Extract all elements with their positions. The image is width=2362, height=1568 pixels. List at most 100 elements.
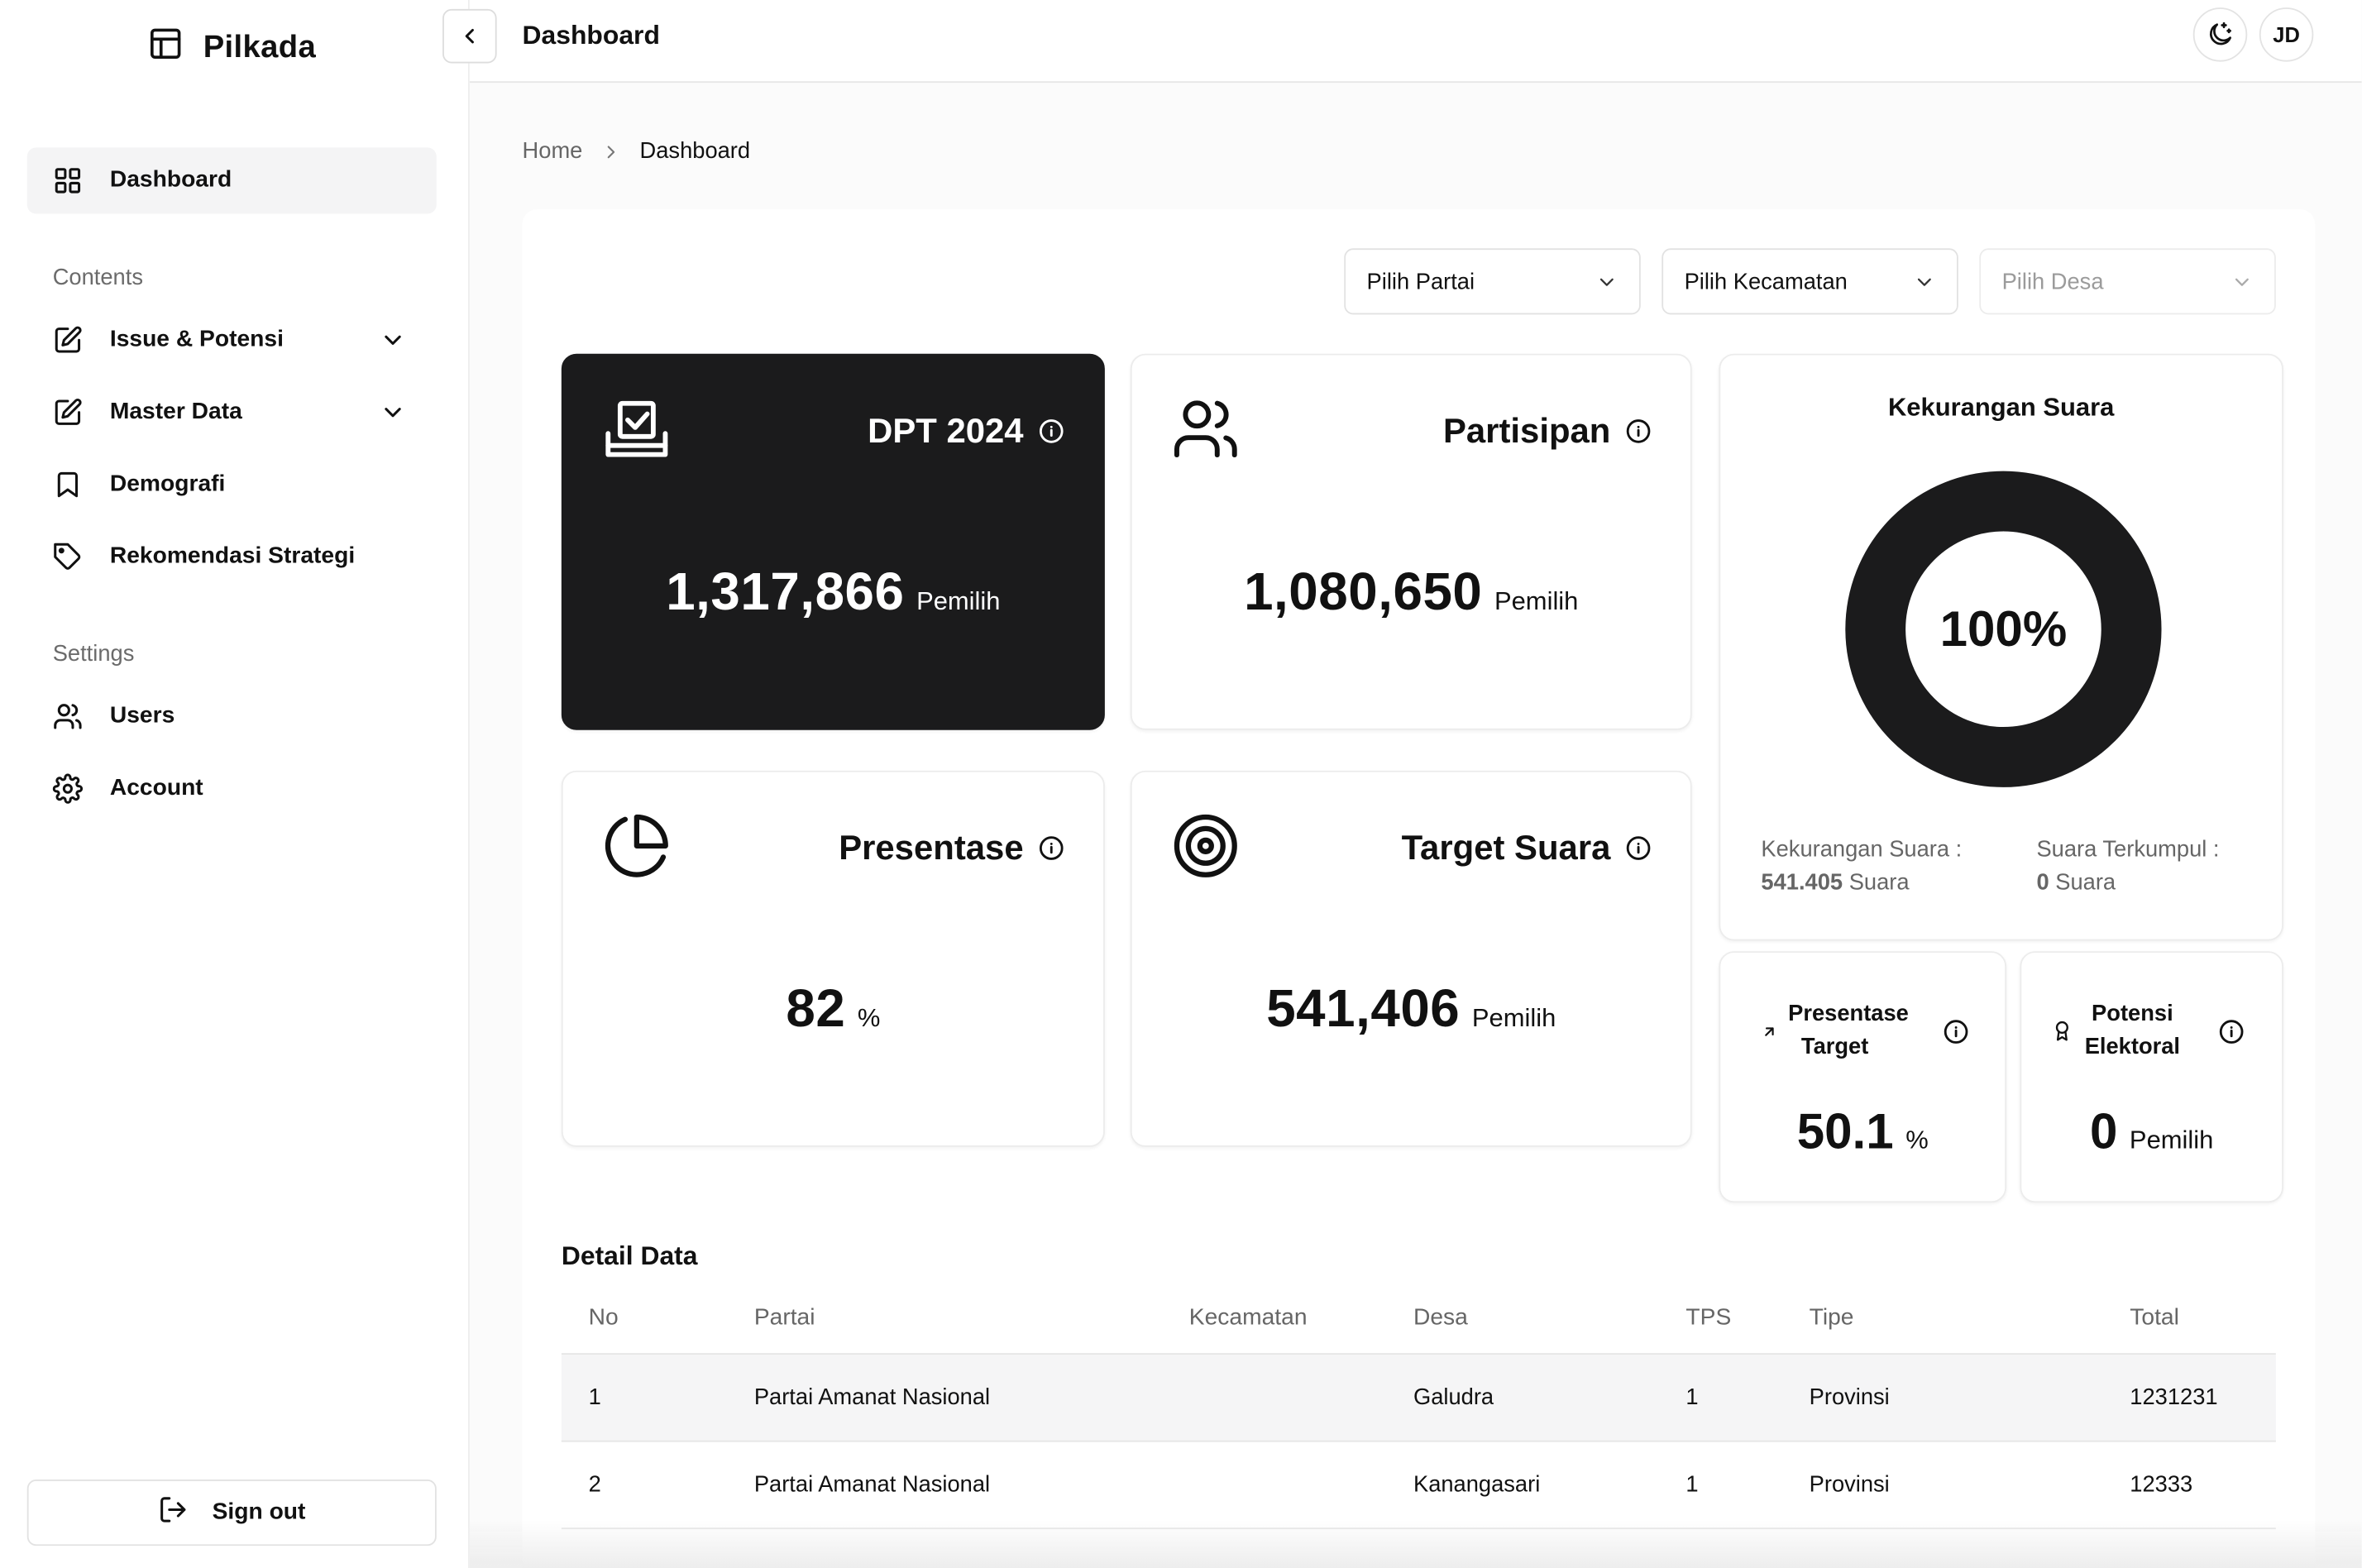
presentase-target-title-line2: Target — [1800, 1034, 1869, 1060]
breadcrumb-home[interactable]: Home — [522, 138, 583, 165]
info-icon[interactable] — [1626, 418, 1652, 444]
column-header-partai[interactable]: Partai — [753, 1304, 815, 1330]
sidebar-item-account[interactable]: Account — [27, 756, 437, 822]
info-icon[interactable] — [2219, 1019, 2245, 1045]
table-row[interactable]: 1 Partai Amanat Nasional Galudra 1 Provi… — [561, 1355, 2276, 1442]
sidebar-item-label: Dashboard — [109, 167, 232, 193]
target-suara-title-text: Target Suara — [1401, 828, 1611, 868]
cell-no: 2 — [588, 1471, 601, 1498]
gear-icon — [52, 773, 84, 804]
info-icon[interactable] — [1039, 835, 1064, 861]
partisipan-title-text: Partisipan — [1442, 410, 1611, 451]
pie-chart-icon — [602, 811, 672, 881]
arrow-up-right-icon — [1765, 1026, 1774, 1035]
kecamatan-select[interactable]: Pilih Kecamatan — [1662, 248, 1958, 315]
moon-stars-icon — [2209, 22, 2231, 45]
sidebar-item-rekomendasi-strategi[interactable]: Rekomendasi Strategi — [27, 523, 437, 590]
cell-partai: Partai Amanat Nasional — [753, 1384, 991, 1411]
desa-select[interactable]: Pilih Desa — [1979, 248, 2276, 315]
presentase-target-title: Presentase Target — [1761, 998, 1909, 1064]
dpt-card: DPT 2024 1,317,866 Pemilih — [561, 353, 1105, 730]
cell-tps: 1 — [1685, 1384, 1699, 1411]
sign-out-label: Sign out — [212, 1499, 306, 1525]
terkumpul-label: Suara Terkumpul : — [2036, 836, 2220, 863]
sidebar-item-label: Account — [109, 775, 203, 801]
column-header-tps[interactable]: TPS — [1685, 1304, 1732, 1330]
presentase-value: 82% — [563, 980, 1103, 1040]
dpt-title-text: DPT 2024 — [868, 410, 1024, 451]
dpt-title: DPT 2024 — [868, 411, 1064, 452]
target-suara-card: Target Suara 541,406 Pemilih — [1130, 770, 1692, 1147]
chevron-down-icon[interactable] — [380, 399, 407, 426]
presentase-title: Presentase — [839, 828, 1064, 868]
brand[interactable]: Pilkada — [147, 26, 316, 69]
kekurangan-suara-title: Kekurangan Suara — [1887, 393, 2115, 422]
info-icon[interactable] — [1039, 418, 1064, 444]
chevron-down-icon[interactable] — [380, 327, 407, 354]
cell-total: 1231231 — [2130, 1384, 2218, 1411]
sign-out-button[interactable]: Sign out — [26, 1480, 437, 1546]
bookmark-icon — [53, 470, 83, 500]
partisipan-unit: Pemilih — [1494, 586, 1579, 616]
donut-fill — [1845, 471, 2162, 787]
kekurangan-label: Kekurangan Suara : — [1761, 836, 1963, 863]
chevron-left-icon — [465, 28, 474, 44]
column-header-tipe[interactable]: Tipe — [1809, 1304, 1854, 1330]
collapse-sidebar-button[interactable] — [442, 8, 497, 64]
scroll-fade — [469, 1520, 2362, 1568]
presentase-target-value: 50.1% — [1720, 1103, 2005, 1160]
sidebar-item-dashboard[interactable]: Dashboard — [26, 147, 437, 214]
info-icon[interactable] — [1944, 1019, 1969, 1045]
target-suara-title: Target Suara — [1402, 828, 1652, 868]
target-suara-value: 541,406 Pemilih — [1132, 980, 1690, 1040]
cell-desa: Kanangasari — [1413, 1471, 1541, 1498]
column-header-kecamatan[interactable]: Kecamatan — [1188, 1304, 1308, 1330]
presentase-target-card: Presentase Target 50.1% — [1719, 951, 2007, 1203]
desa-select-value: Pilih Desa — [2001, 268, 2104, 294]
kecamatan-select-value: Pilih Kecamatan — [1684, 268, 1848, 294]
partisipan-value: 1,080,650 Pemilih — [1132, 563, 1690, 624]
users-icon — [53, 701, 83, 731]
sidebar-item-label: Issue & Potensi — [109, 326, 284, 352]
page-title: Dashboard — [522, 19, 660, 50]
breadcrumb: Home Dashboard — [523, 138, 751, 164]
table-header: No Partai Kecamatan Desa TPS Tipe Total — [561, 1283, 2276, 1355]
terkumpul-unit: Suara — [2055, 869, 2116, 896]
partisipan-title: Partisipan — [1443, 411, 1652, 452]
theme-toggle-button[interactable] — [2192, 7, 2248, 62]
column-header-no[interactable]: No — [588, 1304, 619, 1330]
potensi-elektoral-card: Potensi Elektoral 0 Pemilih — [2020, 951, 2283, 1203]
tag-icon — [53, 542, 83, 571]
edit-icon — [53, 325, 83, 355]
chevron-down-icon — [1917, 278, 1931, 286]
detail-table: No Partai Kecamatan Desa TPS Tipe Total … — [561, 1283, 2276, 1530]
column-header-desa[interactable]: Desa — [1413, 1304, 1468, 1330]
avatar[interactable]: JD — [2259, 7, 2314, 62]
sidebar: Pilkada Dashboard Contents Issue & Poten… — [0, 0, 470, 1568]
sidebar-item-master-data[interactable]: Master Data — [27, 380, 437, 446]
cell-tipe: Provinsi — [1809, 1471, 1890, 1498]
donut-percent: 100% — [1939, 600, 2068, 657]
section-label-settings: Settings — [52, 641, 135, 667]
award-icon — [2055, 1021, 2068, 1041]
target-suara-number: 541,406 — [1266, 979, 1461, 1039]
sidebar-item-demografi[interactable]: Demografi — [27, 452, 437, 518]
potensi-title-line1: Potensi — [2092, 1001, 2173, 1027]
sidebar-item-label: Users — [109, 702, 175, 729]
column-header-total[interactable]: Total — [2130, 1304, 2179, 1330]
table-row[interactable]: 2 Partai Amanat Nasional Kanangasari 1 P… — [561, 1442, 2276, 1530]
potensi-title-line2: Elektoral — [2084, 1034, 2181, 1060]
sidebar-item-users[interactable]: Users — [27, 683, 437, 749]
terkumpul-stat: Suara Terkumpul : 0 Suara — [2036, 834, 2219, 900]
users-icon — [1171, 394, 1241, 464]
presentase-target-title-line1: Presentase — [1788, 1001, 1909, 1027]
kekurangan-unit: Suara — [1848, 869, 1910, 896]
target-suara-unit: Pemilih — [1471, 1003, 1556, 1033]
detail-data-title: Detail Data — [561, 1240, 698, 1271]
presentase-unit: % — [857, 1003, 881, 1033]
sidebar-item-issue-potensi[interactable]: Issue & Potensi — [27, 307, 437, 373]
info-icon[interactable] — [1626, 835, 1652, 861]
party-select[interactable]: Pilih Partai — [1344, 248, 1641, 315]
grid-icon — [53, 165, 83, 195]
presentase-target-number: 50.1 — [1796, 1103, 1894, 1159]
